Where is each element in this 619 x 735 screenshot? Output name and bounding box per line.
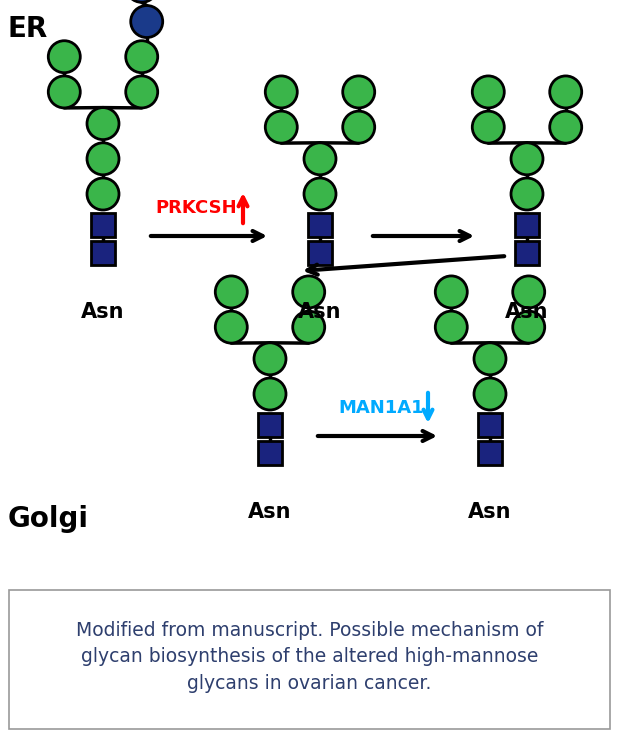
Bar xyxy=(91,241,115,265)
Circle shape xyxy=(254,378,286,410)
Circle shape xyxy=(550,76,582,108)
Circle shape xyxy=(87,107,119,140)
Text: Asn: Asn xyxy=(468,502,512,522)
Circle shape xyxy=(474,343,506,375)
Circle shape xyxy=(435,311,467,343)
Text: Asn: Asn xyxy=(505,302,549,322)
Circle shape xyxy=(126,40,158,73)
Bar xyxy=(515,213,539,237)
Circle shape xyxy=(215,276,247,308)
Bar xyxy=(258,441,282,465)
Circle shape xyxy=(304,178,336,210)
Text: Asn: Asn xyxy=(298,302,342,322)
Circle shape xyxy=(343,76,374,108)
Text: Golgi: Golgi xyxy=(8,505,89,533)
Circle shape xyxy=(511,178,543,210)
Text: MAN1A1: MAN1A1 xyxy=(338,399,423,417)
Circle shape xyxy=(472,76,504,108)
Circle shape xyxy=(511,143,543,175)
Circle shape xyxy=(48,40,80,73)
Circle shape xyxy=(87,178,119,210)
Circle shape xyxy=(513,276,545,308)
Circle shape xyxy=(293,276,325,308)
Bar xyxy=(91,213,115,237)
Circle shape xyxy=(48,76,80,108)
Circle shape xyxy=(304,143,336,175)
Circle shape xyxy=(435,276,467,308)
Circle shape xyxy=(513,311,545,343)
Circle shape xyxy=(343,111,374,143)
Bar xyxy=(478,413,502,437)
Circle shape xyxy=(126,0,158,2)
Circle shape xyxy=(215,311,247,343)
Circle shape xyxy=(87,143,119,175)
Circle shape xyxy=(254,343,286,375)
Text: Asn: Asn xyxy=(81,302,125,322)
Circle shape xyxy=(474,378,506,410)
Circle shape xyxy=(293,311,325,343)
Text: ER: ER xyxy=(8,15,48,43)
Bar xyxy=(308,241,332,265)
Circle shape xyxy=(126,76,158,108)
Circle shape xyxy=(472,111,504,143)
Circle shape xyxy=(131,6,163,37)
Bar xyxy=(308,213,332,237)
Circle shape xyxy=(266,76,297,108)
Bar xyxy=(478,441,502,465)
Circle shape xyxy=(550,111,582,143)
Circle shape xyxy=(266,111,297,143)
Text: Asn: Asn xyxy=(248,502,292,522)
Bar xyxy=(515,241,539,265)
Text: Modified from manuscript. Possible mechanism of
glycan biosynthesis of the alter: Modified from manuscript. Possible mecha… xyxy=(76,621,543,693)
Bar xyxy=(258,413,282,437)
Text: PRKCSH: PRKCSH xyxy=(155,199,236,217)
